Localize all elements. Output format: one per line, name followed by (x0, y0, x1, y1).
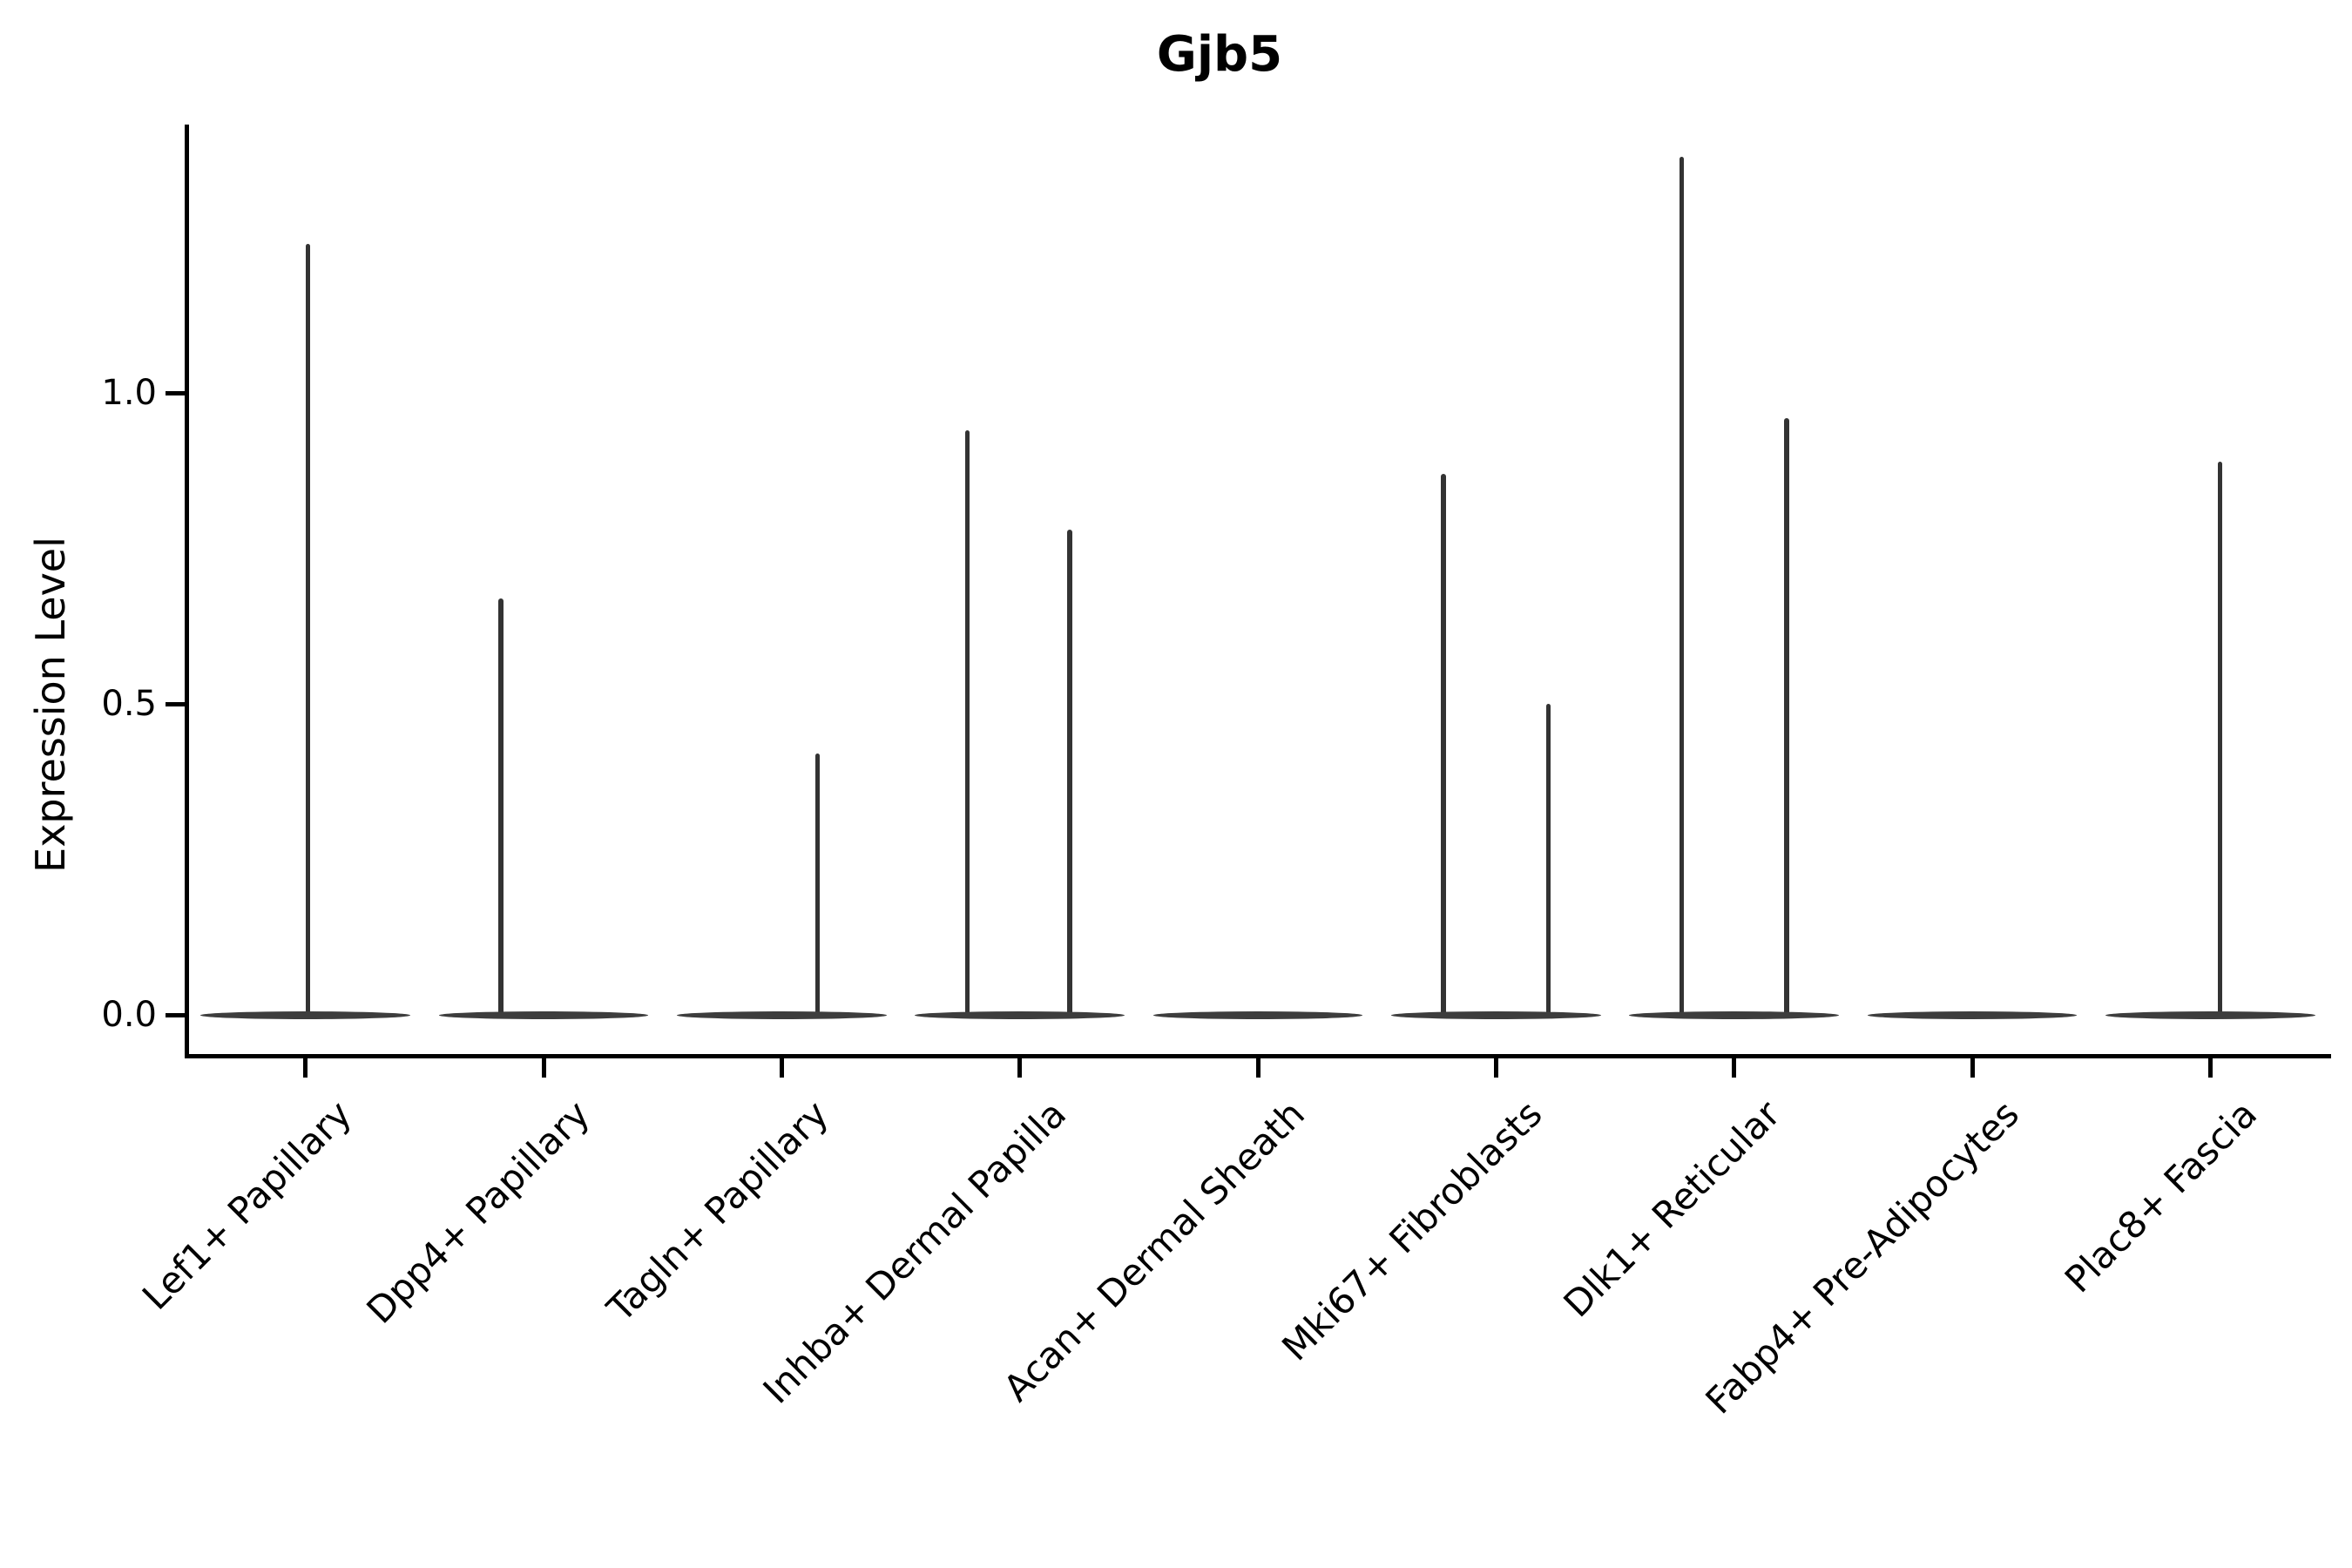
y-axis-spine (185, 125, 189, 1058)
x-tick-label: Dlk1+ Reticular (1555, 1092, 1789, 1326)
violin-base (2105, 1010, 2315, 1019)
x-tick-label: Lef1+ Papillary (134, 1092, 361, 1318)
x-tick-mark (1255, 1058, 1260, 1078)
x-tick-mark (1732, 1058, 1737, 1078)
x-tick-label: Mki67+ Fibroblasts (1274, 1092, 1551, 1369)
violin-base (1629, 1010, 1839, 1019)
x-tick-label: Plac8+ Fascia (2056, 1092, 2265, 1301)
violin-spike (1784, 417, 1789, 1017)
violin-base (1391, 1010, 1601, 1019)
x-tick-label: Tagln+ Papillary (598, 1092, 836, 1330)
x-tick-mark (779, 1058, 784, 1078)
y-tick-label: 0.0 (101, 995, 157, 1035)
x-tick-mark (2207, 1058, 2213, 1078)
violin-spike (2217, 461, 2223, 1017)
violin-spike (964, 429, 970, 1017)
y-tick-label: 0.5 (101, 684, 157, 724)
violin-spike (1679, 156, 1685, 1017)
violin-base (200, 1010, 410, 1019)
violin-spike (1545, 704, 1551, 1017)
violin-base (677, 1010, 887, 1019)
x-tick-mark (1970, 1058, 1975, 1078)
chart-title: Gjb5 (1156, 26, 1283, 83)
x-tick-mark (541, 1058, 546, 1078)
x-tick-label: Dpp4+ Papillary (358, 1092, 598, 1332)
y-tick-mark (166, 1012, 186, 1017)
violin-spike (305, 243, 311, 1017)
violin-spike (814, 754, 821, 1017)
violin-spike (498, 598, 504, 1017)
y-tick-mark (166, 701, 186, 706)
x-tick-mark (1017, 1058, 1023, 1078)
violin-base (915, 1010, 1125, 1019)
violin-spike (1441, 473, 1446, 1017)
violin-spike (1067, 530, 1072, 1017)
plot-area (186, 125, 2329, 1058)
x-tick-mark (303, 1058, 308, 1078)
violin-base (1867, 1010, 2078, 1019)
violin-base (1152, 1010, 1363, 1019)
violin-base (438, 1010, 649, 1019)
y-tick-mark (166, 390, 186, 395)
x-axis-spine (185, 1054, 2331, 1058)
y-tick-label: 1.0 (101, 373, 157, 413)
x-tick-mark (1493, 1058, 1498, 1078)
